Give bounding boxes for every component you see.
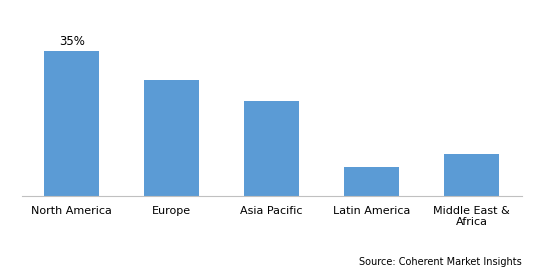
Bar	[444, 154, 499, 196]
Text: 35%: 35%	[59, 35, 84, 48]
Bar	[144, 80, 199, 196]
Bar	[344, 167, 399, 196]
Bar	[244, 101, 299, 196]
Bar	[44, 51, 99, 196]
Text: Source: Coherent Market Insights: Source: Coherent Market Insights	[359, 256, 522, 267]
